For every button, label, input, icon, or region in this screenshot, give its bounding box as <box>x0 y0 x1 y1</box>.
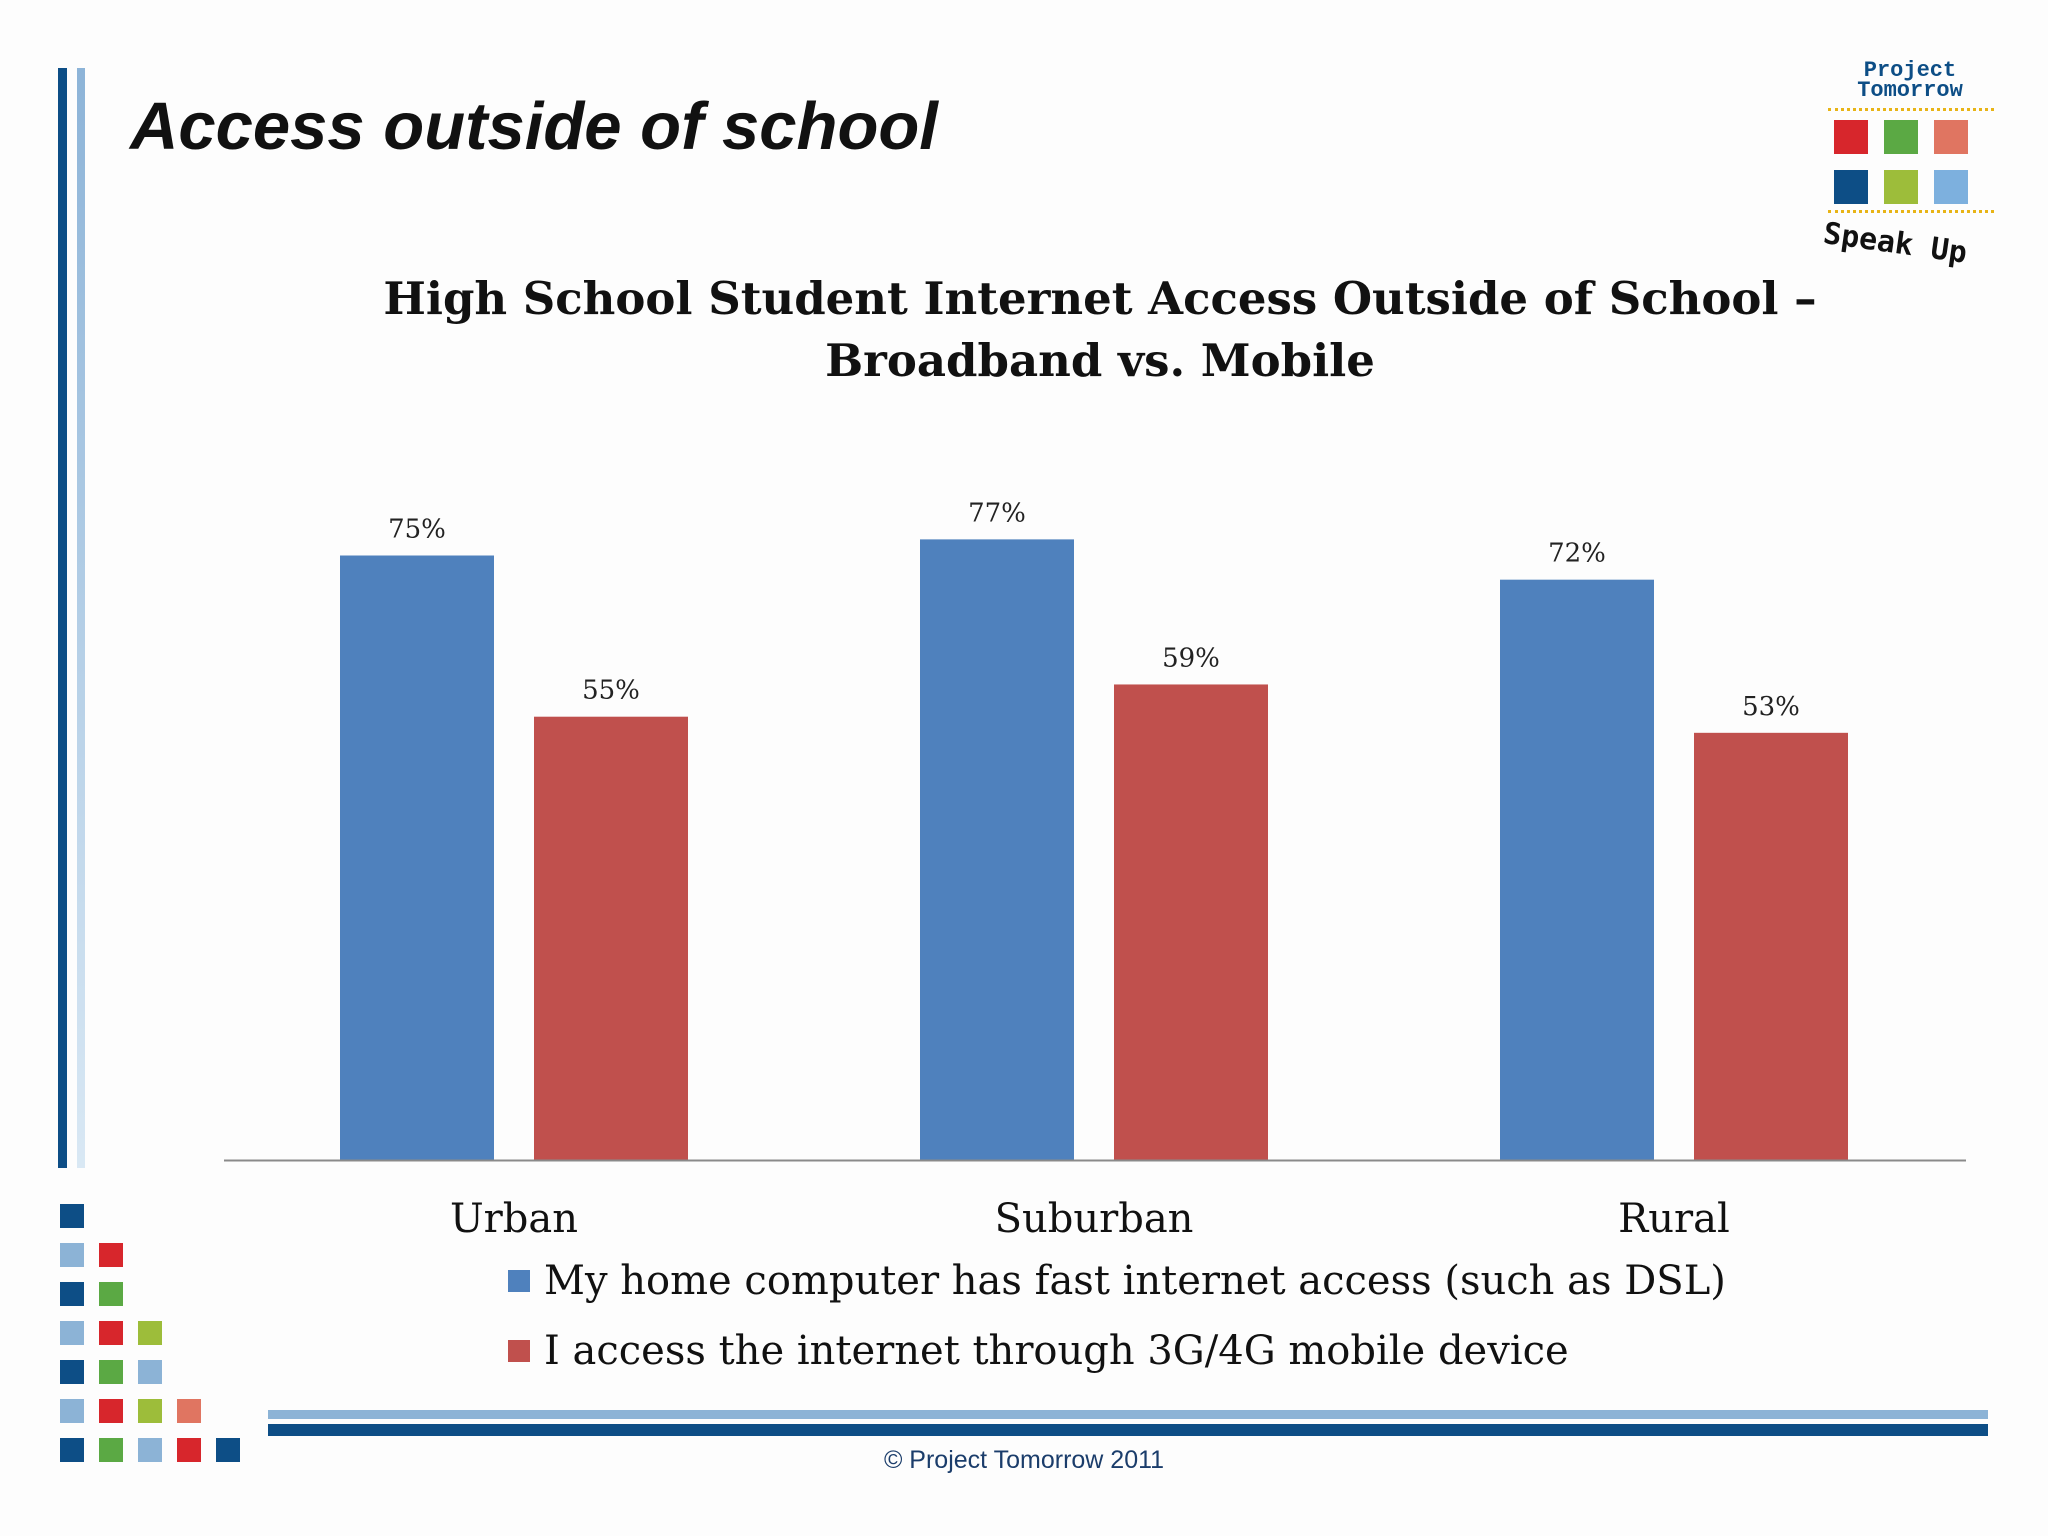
mosaic-square <box>60 1282 84 1306</box>
data-label-broadband-suburban: 77% <box>968 498 1026 528</box>
bar-mobile-rural <box>1694 732 1848 1160</box>
logo-square-2 <box>1884 120 1918 154</box>
legend-swatch-broadband <box>508 1270 530 1292</box>
category-label-urban: Urban <box>450 1196 578 1242</box>
logo-square-4 <box>1834 170 1868 204</box>
bottom-accent-bar-dark <box>268 1424 1988 1436</box>
mosaic-square <box>99 1282 123 1306</box>
logo-divider-top <box>1828 108 1994 111</box>
mosaic-square <box>99 1399 123 1423</box>
mosaic-square <box>99 1360 123 1384</box>
logo-square-3 <box>1934 120 1968 154</box>
footer-copyright: © Project Tomorrow 2011 <box>883 1446 1165 1474</box>
left-accent-bar-dark <box>58 68 67 1168</box>
legend-swatch-mobile <box>508 1340 530 1362</box>
logo-divider-bottom <box>1828 210 1994 213</box>
category-label-rural: Rural <box>1618 1196 1730 1242</box>
left-accent-bar-light <box>77 68 85 1168</box>
data-label-mobile-suburban: 59% <box>1162 643 1220 673</box>
mosaic-square <box>60 1360 84 1384</box>
mosaic-square <box>177 1438 201 1462</box>
mosaic-square <box>99 1243 123 1267</box>
logo-square-6 <box>1934 170 1968 204</box>
mosaic-square <box>60 1321 84 1345</box>
bar-mobile-suburban <box>1114 684 1268 1160</box>
logo-square-5 <box>1884 170 1918 204</box>
mosaic-square <box>60 1243 84 1267</box>
logo-line1: Project <box>1863 58 1957 83</box>
mosaic-square <box>138 1321 162 1345</box>
chart-title-line1: High School Student Internet Access Outs… <box>383 272 1817 325</box>
legend-label-mobile: I access the internet through 3G/4G mobi… <box>544 1328 1569 1374</box>
chart-title-line2: Broadband vs. Mobile <box>825 334 1375 387</box>
bar-broadband-urban <box>340 555 494 1160</box>
category-label-suburban: Suburban <box>995 1196 1194 1242</box>
mosaic-square <box>99 1438 123 1462</box>
mosaic-square <box>99 1321 123 1345</box>
mosaic-square <box>60 1204 84 1228</box>
data-label-mobile-urban: 55% <box>582 676 640 706</box>
mosaic-square <box>60 1438 84 1462</box>
legend-label-broadband: My home computer has fast internet acces… <box>544 1258 1726 1304</box>
mosaic-square <box>138 1360 162 1384</box>
data-label-broadband-urban: 75% <box>388 515 446 545</box>
mosaic-square <box>216 1438 240 1462</box>
logo-square-1 <box>1834 120 1868 154</box>
bar-broadband-rural <box>1500 579 1654 1160</box>
data-label-broadband-rural: 72% <box>1548 539 1606 569</box>
mosaic-square <box>60 1399 84 1423</box>
bottom-accent-bar-light <box>268 1410 1988 1419</box>
data-label-mobile-rural: 53% <box>1742 692 1800 722</box>
project-tomorrow-speak-up-logo: Project Tomorrow Speak Up <box>1820 58 2000 271</box>
mosaic-square <box>138 1438 162 1462</box>
slide-title: Access outside of school <box>130 89 938 164</box>
bar-mobile-urban <box>534 716 688 1160</box>
chart-title: High School Student Internet Access Outs… <box>230 268 1970 392</box>
mosaic-square <box>177 1399 201 1423</box>
mosaic-square <box>138 1399 162 1423</box>
logo-line2: Tomorrow <box>1857 78 1963 103</box>
bar-broadband-suburban <box>920 539 1074 1160</box>
